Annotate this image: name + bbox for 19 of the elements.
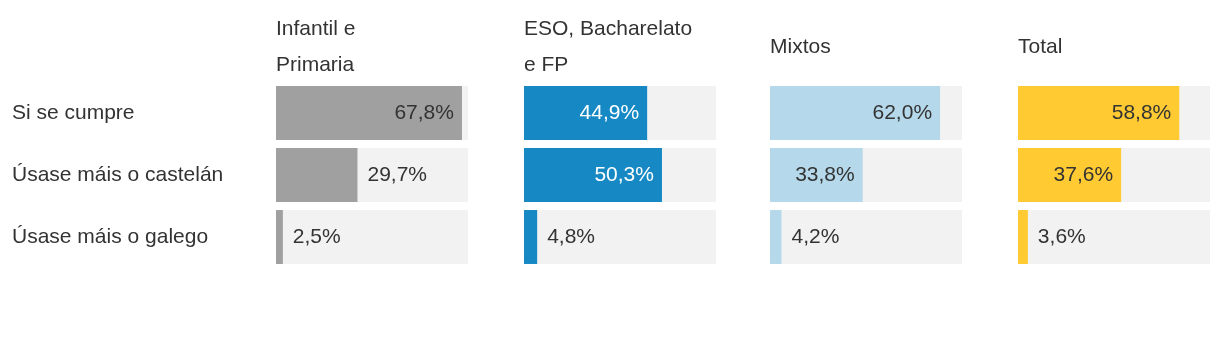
data-label: 58,8% <box>1111 99 1172 123</box>
data-label: 4,2% <box>791 223 840 247</box>
data-label: 2,5% <box>292 223 341 247</box>
data-label: 33,8% <box>795 161 855 185</box>
chart-title: Total <box>1018 33 1064 59</box>
y-tick-label: Si se cumpre <box>12 99 135 123</box>
y-tick-label: Úsase máis o castelán <box>12 161 224 185</box>
chart-title: ESO, Bacharelato e FP <box>524 15 694 77</box>
data-label: 37,6% <box>1053 161 1114 185</box>
chart-title: Infantil e Primaria <box>276 15 357 77</box>
data-label: 3,6% <box>1037 223 1086 247</box>
chart-title: Mixtos <box>770 33 832 59</box>
data-label: 29,7% <box>367 161 428 185</box>
data-label: 67,8% <box>394 99 454 123</box>
data-label: 4,8% <box>547 223 596 247</box>
data-label: 62,0% <box>872 99 933 123</box>
data-label: 44,9% <box>579 99 640 123</box>
data-label: 50,3% <box>594 161 654 185</box>
y-tick-label: Úsase máis o galego <box>12 223 209 247</box>
